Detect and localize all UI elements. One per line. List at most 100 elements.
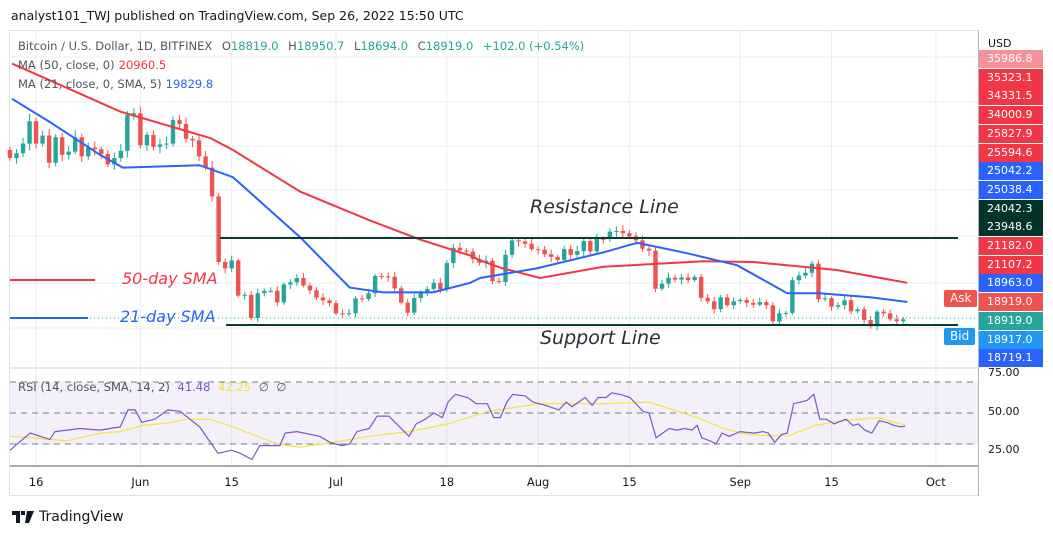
candle-body xyxy=(307,285,313,291)
low-label: L xyxy=(354,39,361,53)
candle-body xyxy=(901,319,906,322)
candle-body xyxy=(764,302,769,306)
candle-body xyxy=(711,301,717,310)
candle-body xyxy=(457,247,463,251)
candle-body xyxy=(881,311,886,314)
candle-body xyxy=(757,302,762,305)
candle-body xyxy=(783,312,789,314)
tradingview-logo[interactable]: TradingView xyxy=(12,509,124,525)
price-tag: 18719.1 xyxy=(979,349,1043,368)
candle-body xyxy=(379,276,384,278)
candle-body xyxy=(46,135,52,163)
candle-body xyxy=(594,238,599,252)
price-tag: 18919.0 xyxy=(979,293,1043,312)
rsi-legend[interactable]: RSI (14, close, SMA, 14, 2) 41.48 42.25 … xyxy=(18,380,286,394)
candle-body xyxy=(777,313,782,322)
candle-body xyxy=(725,297,730,306)
candle-body xyxy=(112,158,117,165)
candle-body xyxy=(659,283,665,289)
support-resistance xyxy=(10,237,978,327)
change-value: +102.0 (+0.54%) xyxy=(482,39,585,53)
candle-body xyxy=(53,137,58,163)
rsi-value: 41.48 xyxy=(177,380,211,394)
price-tag: 25042.2 xyxy=(979,162,1043,181)
candle-body xyxy=(451,247,456,264)
candle-body xyxy=(138,113,143,146)
candle-body xyxy=(842,300,847,306)
ma21-label: MA (21, close, 0, SMA, 5) xyxy=(18,77,162,91)
candle-body xyxy=(790,280,795,313)
high-value: 18950.7 xyxy=(296,39,345,53)
candle-body xyxy=(288,282,293,285)
candle-body xyxy=(431,282,436,289)
price-tag: 18917.0 xyxy=(979,330,1043,349)
tradingview-logo-icon xyxy=(12,511,34,523)
ma50-legend[interactable]: MA (50, close, 0) 20960.5 xyxy=(18,58,166,72)
candle-body xyxy=(157,144,163,147)
candle-body xyxy=(509,240,515,255)
candle-body xyxy=(685,277,691,281)
ma21-legend[interactable]: MA (21, close, 0, SMA, 5) 19829.8 xyxy=(18,77,213,91)
close-value: 18919.0 xyxy=(425,39,474,53)
price-tag: 35323.1 xyxy=(979,68,1043,87)
candle-body xyxy=(20,143,26,154)
sma21-label: 21-day SMA xyxy=(120,307,216,326)
time-tick-label: Jun xyxy=(131,475,150,489)
grid xyxy=(10,31,978,466)
candle-body xyxy=(751,302,756,305)
candle-body xyxy=(262,290,267,294)
support-label: Support Line xyxy=(540,327,661,349)
candle-body xyxy=(607,231,613,239)
candle-body xyxy=(705,297,710,302)
candle-body xyxy=(99,149,104,154)
publish-info: analyst101_TWJ published on TradingView.… xyxy=(11,8,464,23)
open-label: O xyxy=(221,39,231,53)
candle-body xyxy=(496,281,502,283)
price-tag: 24042.3 xyxy=(979,199,1043,218)
candle-body xyxy=(314,290,319,298)
high-label: H xyxy=(288,39,297,53)
candle-body xyxy=(27,121,32,144)
candle-body xyxy=(438,282,443,290)
candle-body xyxy=(392,276,397,289)
time-tick-label: 15 xyxy=(224,475,239,489)
candle-body xyxy=(118,150,124,158)
candle-body xyxy=(333,303,339,314)
candle-body xyxy=(229,260,234,269)
price-tag: 25827.9 xyxy=(979,124,1043,143)
candle-body xyxy=(548,254,554,257)
candle-body xyxy=(425,288,430,293)
candle-body xyxy=(535,249,541,251)
close-label: C xyxy=(417,39,426,53)
ma50-line xyxy=(11,62,908,284)
price-tag: 18919.0 xyxy=(979,311,1043,330)
rsi-label: RSI (14, close, SMA, 14, 2) xyxy=(18,380,170,394)
candle-body xyxy=(196,140,202,157)
candle-body xyxy=(170,120,176,144)
rsi-tick-75: 75.00 xyxy=(988,366,1020,379)
candle-body xyxy=(470,251,476,260)
ma21-value: 19829.8 xyxy=(165,77,214,91)
candle-body xyxy=(164,143,169,145)
price-tag: 23948.6 xyxy=(979,218,1043,237)
candle-body xyxy=(242,294,247,296)
rsi-line xyxy=(9,392,906,461)
candle-body xyxy=(203,156,208,168)
candle-body xyxy=(829,298,834,307)
candle-body xyxy=(822,298,828,300)
candle-body xyxy=(92,147,97,150)
time-tick-label: Sep xyxy=(729,475,752,489)
candle-body xyxy=(366,293,371,299)
candle-body xyxy=(73,137,78,152)
candle-body xyxy=(372,276,378,294)
candle-body xyxy=(835,305,841,307)
candle-body xyxy=(190,138,195,141)
candle-body xyxy=(294,278,300,283)
currency-label: USD xyxy=(988,37,1012,50)
candle-body xyxy=(249,294,254,318)
candle-body xyxy=(894,319,899,322)
candle-body xyxy=(855,309,860,312)
candle-body xyxy=(399,288,404,303)
candle-body xyxy=(575,251,580,255)
